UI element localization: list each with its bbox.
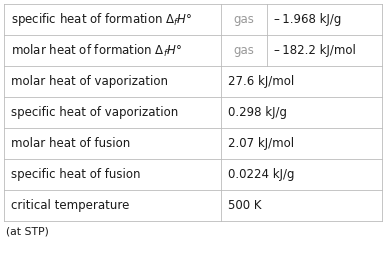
Text: 0.0224 kJ/g: 0.0224 kJ/g [229,168,295,181]
Text: 500 K: 500 K [229,199,262,212]
Text: 27.6 kJ/mol: 27.6 kJ/mol [229,75,294,88]
Text: 2.07 kJ/mol: 2.07 kJ/mol [229,137,294,150]
Text: specific heat of vaporization: specific heat of vaporization [11,106,178,119]
Text: 0.298 kJ/g: 0.298 kJ/g [229,106,288,119]
Text: critical temperature: critical temperature [11,199,129,212]
Text: gas: gas [234,13,255,26]
Text: – 1.968 kJ/g: – 1.968 kJ/g [274,13,341,26]
Text: molar heat of formation $\Delta_f H°$: molar heat of formation $\Delta_f H°$ [11,42,182,59]
Text: gas: gas [234,44,255,57]
Text: – 182.2 kJ/mol: – 182.2 kJ/mol [274,44,355,57]
Text: specific heat of fusion: specific heat of fusion [11,168,140,181]
Text: molar heat of fusion: molar heat of fusion [11,137,130,150]
Text: (at STP): (at STP) [6,227,49,237]
Text: molar heat of vaporization: molar heat of vaporization [11,75,168,88]
Text: specific heat of formation $\Delta_f H°$: specific heat of formation $\Delta_f H°$ [11,11,192,28]
